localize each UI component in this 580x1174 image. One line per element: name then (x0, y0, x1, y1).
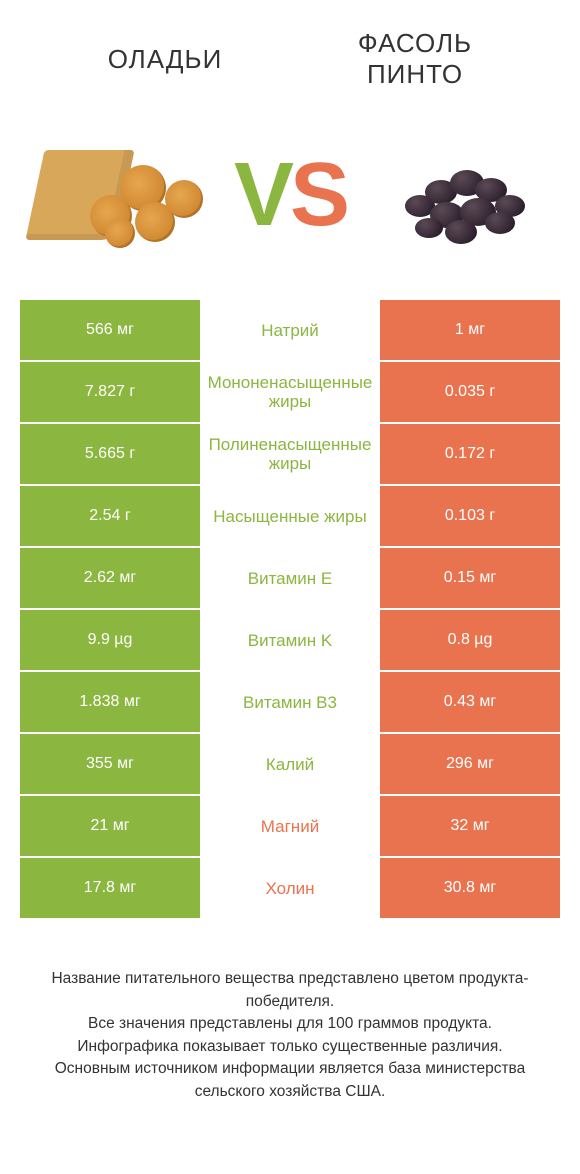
nutrient-label: Магний (200, 796, 380, 856)
table-row: 2.54 гНасыщенные жиры0.103 г (20, 486, 560, 546)
table-row: 17.8 мгХолин30.8 мг (20, 858, 560, 918)
right-image (370, 130, 550, 260)
left-title-wrap: ОЛАДЬИ (40, 44, 290, 75)
vs-s: S (290, 150, 346, 240)
nutrient-label: Мононенасыщенные жиры (200, 362, 380, 422)
right-value: 0.103 г (380, 486, 560, 546)
images-row: VS (0, 100, 580, 300)
table-row: 7.827 гМононенасыщенные жиры0.035 г (20, 362, 560, 422)
right-title-line2: ПИНТО (367, 59, 463, 89)
right-value: 0.8 µg (380, 610, 560, 670)
table-row: 1.838 мгВитамин B30.43 мг (20, 672, 560, 732)
vs-label: VS (234, 150, 346, 240)
table-row: 9.9 µgВитамин K0.8 µg (20, 610, 560, 670)
table-row: 2.62 мгВитамин E0.15 мг (20, 548, 560, 608)
right-value: 0.172 г (380, 424, 560, 484)
nutrient-label: Насыщенные жиры (200, 486, 380, 546)
left-value: 21 мг (20, 796, 200, 856)
right-title-line1: ФАСОЛЬ (358, 28, 472, 58)
table-row: 5.665 гПолиненасыщенные жиры0.172 г (20, 424, 560, 484)
right-value: 296 мг (380, 734, 560, 794)
right-value: 0.43 мг (380, 672, 560, 732)
comparison-table: 566 мгНатрий1 мг7.827 гМононенасыщенные … (20, 300, 560, 918)
left-value: 2.62 мг (20, 548, 200, 608)
nutrient-label: Полиненасыщенные жиры (200, 424, 380, 484)
right-value: 1 мг (380, 300, 560, 360)
right-title-wrap: ФАСОЛЬ ПИНТО (290, 28, 540, 90)
left-value: 7.827 г (20, 362, 200, 422)
nutrient-label: Витамин E (200, 548, 380, 608)
table-row: 21 мгМагний32 мг (20, 796, 560, 856)
right-value: 32 мг (380, 796, 560, 856)
table-row: 355 мгКалий296 мг (20, 734, 560, 794)
right-value: 30.8 мг (380, 858, 560, 918)
right-value: 0.035 г (380, 362, 560, 422)
left-title: ОЛАДЬИ (40, 44, 290, 75)
left-image (30, 130, 210, 260)
nutrient-label: Витамин K (200, 610, 380, 670)
left-value: 355 мг (20, 734, 200, 794)
footnote-line2: Все значения представлены для 100 граммо… (88, 1015, 492, 1032)
vs-v: V (234, 150, 290, 240)
left-value: 17.8 мг (20, 858, 200, 918)
table-row: 566 мгНатрий1 мг (20, 300, 560, 360)
footnote: Название питательного вещества представл… (30, 968, 550, 1103)
footnote-line1: Название питательного вещества представл… (51, 970, 528, 1009)
beans-illustration (375, 140, 545, 250)
nutrient-label: Холин (200, 858, 380, 918)
nutrient-label: Натрий (200, 300, 380, 360)
footnote-line3: Инфографика показывает только существенн… (77, 1038, 502, 1055)
left-value: 2.54 г (20, 486, 200, 546)
footnote-line4: Основным источником информации является … (55, 1060, 526, 1099)
header: ОЛАДЬИ ФАСОЛЬ ПИНТО (0, 0, 580, 100)
left-value: 5.665 г (20, 424, 200, 484)
crackers-illustration (35, 140, 205, 250)
nutrient-label: Витамин B3 (200, 672, 380, 732)
left-value: 1.838 мг (20, 672, 200, 732)
right-value: 0.15 мг (380, 548, 560, 608)
left-value: 566 мг (20, 300, 200, 360)
right-title: ФАСОЛЬ ПИНТО (290, 28, 540, 90)
nutrient-label: Калий (200, 734, 380, 794)
left-value: 9.9 µg (20, 610, 200, 670)
